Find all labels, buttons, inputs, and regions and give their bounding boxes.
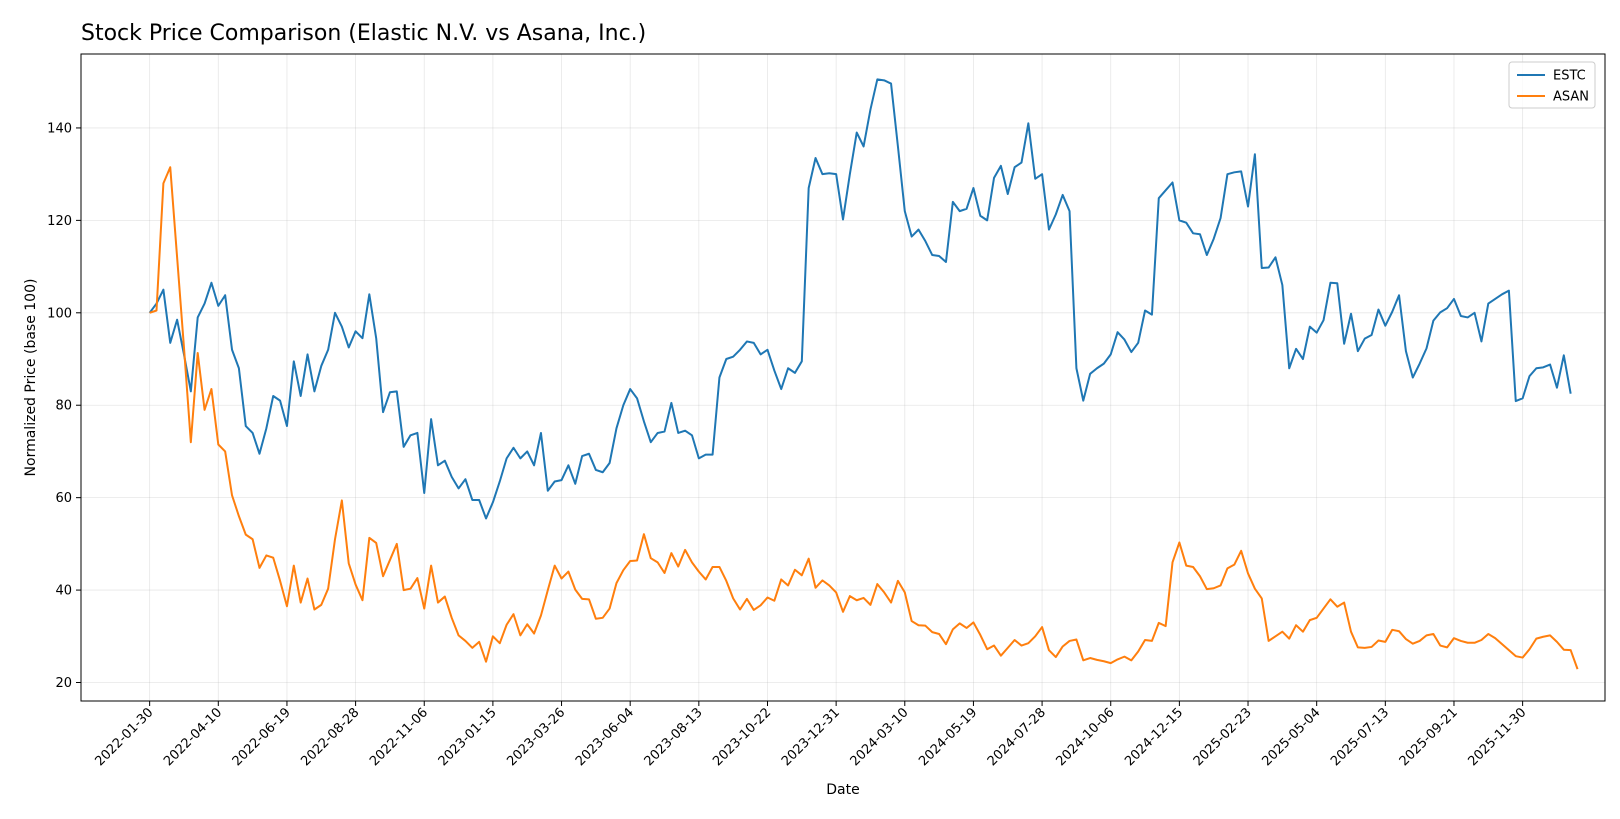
y-axis-label: Normalized Price (base 100) (23, 279, 39, 477)
legend-label-estc: ESTC (1553, 69, 1586, 84)
y-tick-label: 140 (47, 121, 72, 136)
chart-title: Stock Price Comparison (Elastic N.V. vs … (81, 21, 646, 46)
y-tick-label: 20 (55, 676, 72, 691)
y-tick-label: 100 (47, 306, 72, 321)
series-line-estc (148, 78, 1572, 520)
legend-label-asan: ASAN (1553, 90, 1589, 105)
plot-frame (80, 53, 1606, 702)
series-line-asan (149, 166, 1579, 670)
legend: ESTC ASAN (1508, 61, 1596, 109)
y-axis: 20 40 60 80 100 120 140 (47, 121, 81, 691)
y-tick-label: 120 (47, 214, 72, 229)
x-axis-label: Date (826, 782, 859, 798)
y-tick-label: 60 (55, 491, 72, 506)
series-lines (148, 78, 1579, 670)
y-tick-label: 40 (55, 584, 72, 599)
y-tick-label: 80 (55, 399, 72, 414)
